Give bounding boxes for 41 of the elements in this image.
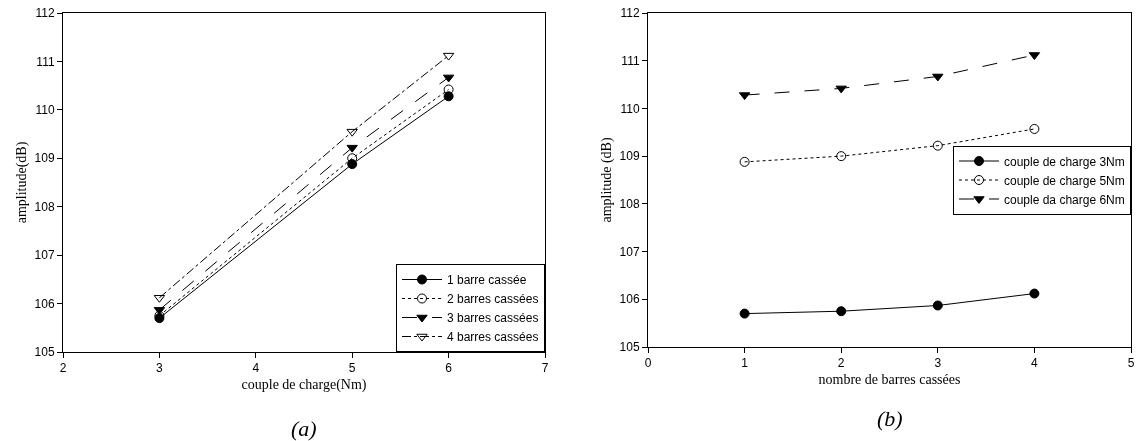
y-tick-label: 107 <box>34 248 55 263</box>
y-tick-label: 108 <box>619 197 640 212</box>
x-tick-label: 4 <box>252 361 260 376</box>
x-axis-title: couple de charge(Nm) <box>241 376 367 393</box>
y-tick-label: 111 <box>36 54 55 69</box>
text: (a) <box>291 416 317 441</box>
x-tick-label: 5 <box>348 361 356 376</box>
x-tick-label: 2 <box>59 361 67 376</box>
x-tick-label: 6 <box>445 361 453 376</box>
y-tick-label: 111 <box>621 53 640 68</box>
x-tick-label: 0 <box>644 356 652 371</box>
x-tick-label: 5 <box>1127 356 1135 371</box>
x-tick-label: 3 <box>156 361 164 376</box>
y-tick-label: 112 <box>620 6 640 21</box>
y-tick-label: 105 <box>619 340 640 355</box>
y-tick-label: 106 <box>619 292 640 307</box>
legend-label: 4 barres cassées <box>447 330 539 345</box>
y-tick-label: 108 <box>34 199 55 214</box>
legend-label: couple da charge 6Nm <box>1004 192 1125 207</box>
text: (b) <box>877 406 903 431</box>
legend-label: 3 barres cassées <box>447 311 539 326</box>
y-tick-label: 110 <box>35 103 55 118</box>
x-tick-label: 1 <box>741 356 749 371</box>
x-tick-label: 7 <box>541 361 549 376</box>
y-tick-label: 112 <box>35 6 55 21</box>
x-tick-label: 3 <box>934 356 942 371</box>
y-axis-title: amplitude(dB) <box>14 141 31 224</box>
legend-label: 1 barre cassée <box>447 273 527 288</box>
legend-label: couple de charge 3Nm <box>1004 154 1125 169</box>
y-tick-label: 109 <box>34 151 55 166</box>
x-tick-label: 2 <box>837 356 845 371</box>
y-tick-label: 107 <box>619 244 640 259</box>
legend-label: couple de charge 5Nm <box>1004 173 1125 188</box>
y-tick-label: 110 <box>620 101 640 116</box>
y-axis-title: amplitude (dB) <box>599 137 616 223</box>
y-tick-label: 106 <box>34 296 55 311</box>
y-tick-label: 109 <box>619 149 640 164</box>
x-axis-title: nombre de barres cassées <box>818 371 961 387</box>
legend-label: 2 barres cassées <box>447 292 539 307</box>
y-tick-label: 105 <box>34 345 55 360</box>
x-tick-label: 4 <box>1031 356 1039 371</box>
